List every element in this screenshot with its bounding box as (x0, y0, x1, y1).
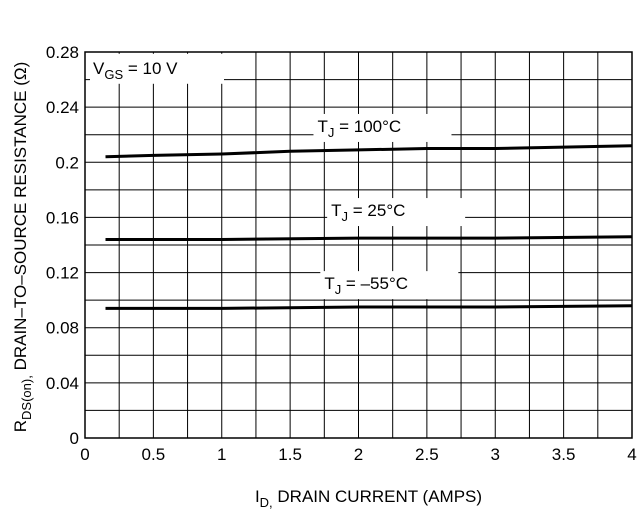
y-axis-title-part: DRAIN–TO–SOURCE RESISTANCE (Ω) (11, 62, 30, 375)
series-label-0: TJ = 100°C (317, 117, 401, 140)
condition-label-main: V (93, 59, 105, 78)
x-tick-label: 2 (354, 445, 363, 464)
y-tick-label: 0.16 (46, 208, 79, 227)
y-tick-label: 0.2 (55, 153, 79, 172)
y-tick-label: 0.24 (46, 98, 79, 117)
series-label-2: TJ = –55°C (324, 274, 408, 297)
x-axis-title: ID, DRAIN CURRENT (AMPS) (255, 487, 482, 510)
series-label-0-main: T (317, 117, 327, 136)
plot-frame (84, 51, 633, 439)
series-label-0-rest: = 100°C (334, 117, 401, 136)
x-tick-label: 1 (217, 445, 226, 464)
y-tick-label: 0.08 (46, 319, 79, 338)
x-tick-label: 3.5 (552, 445, 576, 464)
condition-label: VGS = 10 V (93, 59, 178, 82)
x-tick-label: 3 (491, 445, 500, 464)
series-line-0 (105, 144, 633, 159)
x-axis-title-part: DRAIN CURRENT (AMPS) (273, 487, 482, 506)
y-tick-label: 0.04 (46, 374, 79, 393)
y-axis-title-part: DS(on), (19, 375, 34, 420)
x-tick-label: 1.5 (278, 445, 302, 464)
series-label-2-sub: J (335, 282, 342, 297)
condition-label-sub: GS (104, 67, 123, 82)
condition-label-rest: = 10 V (123, 59, 178, 78)
x-axis-title-part: D, (260, 495, 273, 510)
y-tick-label: 0.28 (46, 43, 79, 62)
series-label-bg-0 (313, 113, 452, 142)
grid (84, 51, 633, 439)
series-label-1: TJ = 25°C (331, 201, 405, 224)
series-label-bg-1 (327, 198, 466, 227)
y-tick-label: 0.12 (46, 264, 79, 283)
series-label-1-main: T (331, 201, 341, 220)
x-tick-label: 0.5 (142, 445, 166, 464)
x-axis-title-part: I (255, 487, 260, 506)
series-label-2-main: T (324, 274, 334, 293)
series-label-bg-2 (320, 271, 459, 300)
series-label-1-sub: J (342, 209, 349, 224)
y-axis-title: RDS(on), DRAIN–TO–SOURCE RESISTANCE (Ω) (11, 62, 34, 432)
x-tick-label: 4 (627, 445, 636, 464)
x-tick-label: 2.5 (415, 445, 439, 464)
y-axis-title-part: R (11, 420, 30, 432)
series-line-2 (105, 304, 633, 310)
labels: 0 0.04 0.08 0.12 0.16 0.2 0.24 0.28 0 0.5 1 1.5 2 2.5… (11, 43, 637, 510)
condition-bg (90, 53, 224, 84)
y-tick-label: 0 (70, 429, 79, 448)
series-label-0-sub: J (328, 125, 335, 140)
series-label-2-rest: = –55°C (341, 274, 408, 293)
series-label-1-rest: = 25°C (348, 201, 405, 220)
x-tick-label: 0 (80, 445, 89, 464)
series-line-1 (105, 235, 633, 241)
series-lines (105, 144, 633, 310)
